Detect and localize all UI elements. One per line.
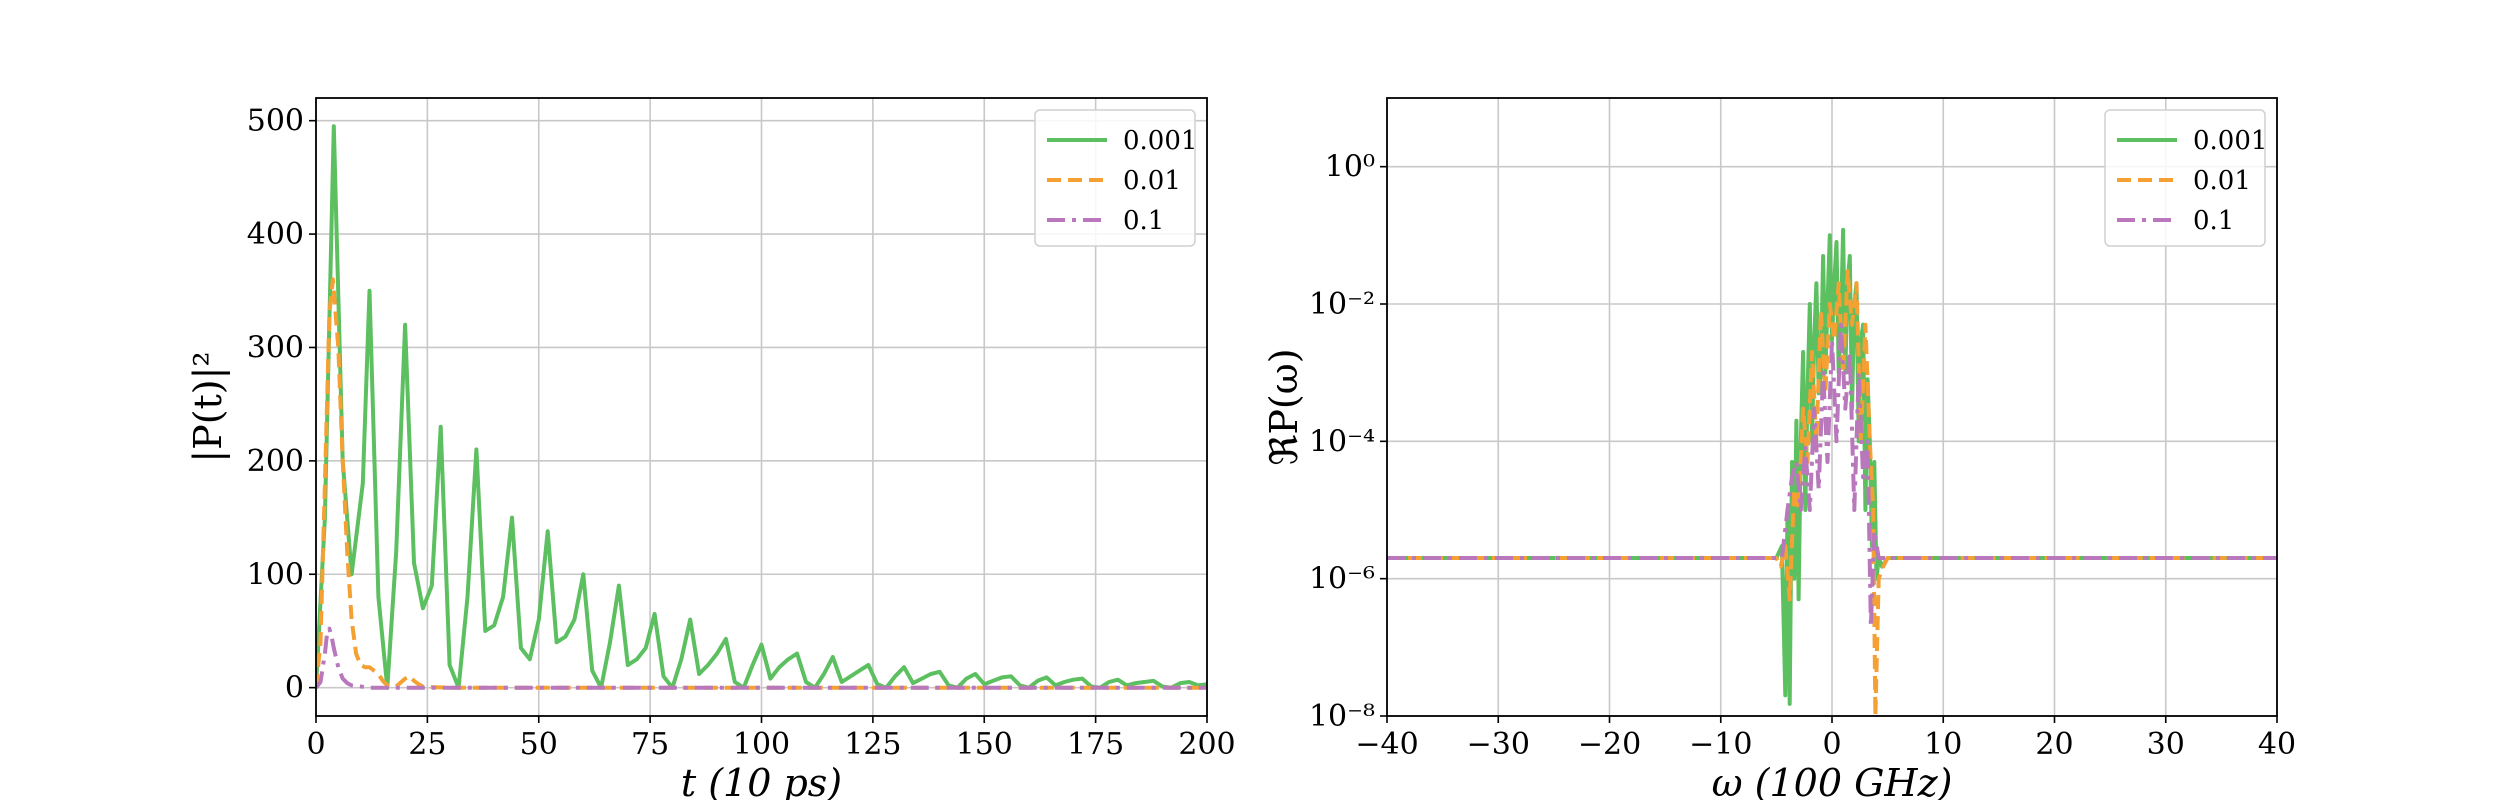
x-tick-label: 75 (631, 727, 669, 762)
x-tick-label: 20 (2035, 727, 2073, 762)
legend-label-0.01: 0.01 (2193, 166, 2251, 196)
y-tick-label: 400 (247, 217, 304, 252)
y-tick-label: 10⁻⁴ (1309, 424, 1375, 459)
x-tick-label: 30 (2147, 727, 2185, 762)
y-tick-label: 100 (247, 557, 304, 592)
x-tick-label: 100 (733, 727, 790, 762)
y-tick-label: 300 (247, 330, 304, 365)
legend-box (1034, 109, 1196, 247)
y-axis-label: ℜP(ω) (1262, 348, 1306, 465)
legend-box (2104, 109, 2266, 247)
y-tick-label: 10⁻² (1309, 287, 1375, 322)
legend-label-0.1: 0.1 (2193, 206, 2234, 236)
x-tick-label: −30 (1467, 727, 1530, 762)
x-tick-label: 10 (1924, 727, 1962, 762)
series-line-0.001 (316, 124, 1207, 690)
x-tick-label: 0 (306, 727, 325, 762)
x-tick-label: −40 (1355, 727, 1418, 762)
x-tick-label: 150 (956, 727, 1013, 762)
legend-label-0.001: 0.001 (1123, 126, 1197, 156)
series-line-0.1 (316, 626, 1207, 690)
legend-label-0.1: 0.1 (1123, 206, 1164, 236)
x-tick-label: 200 (1178, 727, 1235, 762)
x-tick-label: 40 (2258, 727, 2296, 762)
y-axis-label: |P(t)|² (186, 351, 230, 462)
x-axis-label: ω (100 GHz) (1712, 761, 1953, 800)
x-tick-label: 50 (520, 727, 558, 762)
series-line-0.1 (1387, 322, 2277, 629)
series-group (316, 124, 1207, 690)
axes-frame (315, 97, 1208, 717)
y-tick-label: 0 (285, 671, 304, 706)
x-tick-label: 25 (408, 727, 446, 762)
frequency-domain-panel: −40 −30 −20 −10 0 10 20 30 40 10⁰ 10⁻² 10⁻⁴ 10⁻⁶ 10⁻⁸… (1262, 97, 2296, 800)
x-axis-label: t (10 ps) (681, 761, 842, 800)
y-tick-label: 10⁻⁸ (1309, 699, 1375, 734)
y-tick-label: 500 (247, 104, 304, 139)
axes-frame (1386, 97, 2278, 717)
x-tick-label: −20 (1578, 727, 1641, 762)
x-tick-label: 175 (1067, 727, 1124, 762)
series-line-0.01 (1387, 269, 2277, 716)
series-group (1387, 227, 2277, 716)
series-line-0.001 (1387, 227, 2277, 706)
x-tick-label: 0 (1822, 727, 1841, 762)
legend-label-0.001: 0.001 (2193, 126, 2267, 156)
x-tick-label: −10 (1689, 727, 1752, 762)
time-domain-panel: 0 25 50 75 100 125 150 175 200 0 100 200 300 400 500 t … (186, 97, 1236, 800)
x-tick-label: 125 (844, 727, 901, 762)
y-tick-label: 200 (247, 444, 304, 479)
y-tick-label: 10⁻⁶ (1309, 562, 1375, 597)
y-tick-label: 10⁰ (1325, 150, 1375, 185)
legend-label-0.01: 0.01 (1123, 166, 1181, 196)
